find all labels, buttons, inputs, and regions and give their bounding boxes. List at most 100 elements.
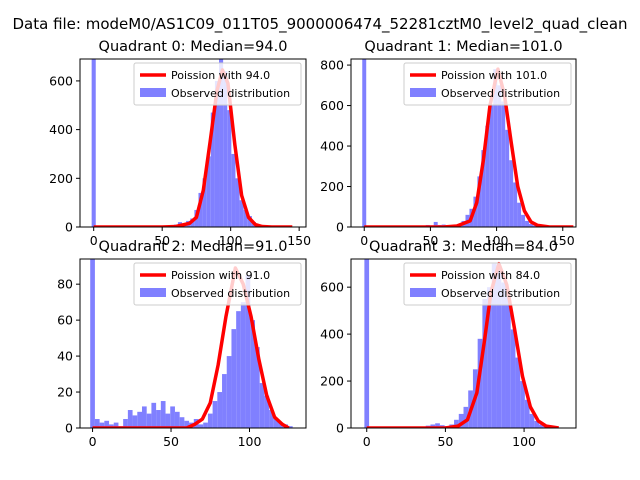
histogram-bar (493, 69, 498, 227)
histogram-bar (198, 424, 204, 428)
histogram-bar (160, 401, 166, 428)
histogram-bar (151, 402, 157, 428)
histogram-bar (520, 381, 525, 428)
quadrant-2-legend: Poission with 91.0 Observed distribution (133, 262, 302, 306)
quadrant-2-frame (79, 258, 307, 429)
legend-hist-label: Observed distribution (441, 287, 560, 300)
y-tick-label: 400 (320, 139, 344, 154)
legend-box (133, 262, 302, 306)
quadrant-0-legend: Poission with 94.0 Observed distribution (133, 62, 302, 106)
histogram-bar (539, 424, 544, 428)
histogram-bar (214, 80, 220, 227)
y-tick-label: 0 (336, 220, 344, 235)
histogram-bar (497, 85, 502, 227)
legend-box (403, 262, 572, 306)
quadrant-0-histogram (91, 59, 273, 227)
histogram-bar (505, 296, 511, 428)
histogram-bar (170, 406, 175, 428)
histogram-bar (109, 424, 114, 428)
quadrant-2-title: Quadrant 2: Median=91.0 (99, 239, 288, 255)
histogram-bar (430, 424, 436, 428)
histogram-bar (534, 420, 540, 428)
legend-hist-swatch (410, 88, 436, 97)
histogram-bar (226, 356, 232, 428)
histogram-bar (463, 406, 469, 428)
histogram-bar (137, 411, 142, 428)
y-tick-label: 400 (49, 122, 73, 137)
x-tick-label: 0 (360, 233, 368, 248)
x-tick-label: 100 (219, 233, 243, 248)
histogram-bar (505, 129, 510, 227)
y-tick-label: 600 (320, 98, 344, 113)
histogram-bar (250, 320, 255, 428)
histogram-bar (231, 329, 237, 428)
histogram-bar (509, 160, 514, 227)
quadrant-2-plot: Quadrant 2: Median=91.0 0 50 100 0 20 40 60 80 Po… (57, 239, 307, 449)
histogram-bar (165, 413, 171, 428)
legend-hist-label: Observed distribution (441, 87, 560, 100)
x-tick-label: 50 (422, 233, 438, 248)
y-tick-label: 600 (320, 280, 344, 295)
legend-fit-label: Poission with 101.0 (441, 69, 547, 82)
x-tick-label: 50 (163, 434, 179, 449)
histogram-bar (207, 413, 213, 428)
x-tick-label: 100 (512, 434, 536, 449)
histogram-bar (184, 420, 190, 428)
histogram-bar (521, 214, 526, 227)
histogram-bar (94, 419, 100, 428)
histogram-bar (532, 225, 537, 227)
histogram-bar (501, 101, 506, 227)
histogram-bar (287, 426, 293, 428)
x-tick-label: 50 (154, 233, 170, 248)
histogram-bar (529, 413, 535, 428)
quadrant-3-plot: Quadrant 3: Median=84.0 0 50 100 0 200 400 600 P… (320, 239, 577, 449)
histogram-bar (477, 176, 482, 227)
histogram-bar (524, 399, 530, 428)
histogram-bar (99, 422, 105, 428)
quadrant-3-title: Quadrant 3: Median=84.0 (369, 239, 558, 255)
figure-suptitle: Data file: modeM0/AS1C09_011T05_90000064… (12, 15, 627, 34)
quadrant-1-plot: Quadrant 1: Median=101.0 0 50 100 150 0 200 400… (320, 39, 577, 248)
histogram-bar (243, 209, 248, 227)
legend-hist-label: Observed distribution (171, 87, 290, 100)
legend-hist-swatch (140, 288, 166, 297)
histogram-bar (364, 259, 370, 428)
histogram-bar (264, 395, 270, 428)
x-tick-label: 0 (90, 233, 98, 248)
x-tick-label: 150 (287, 233, 311, 248)
histogram-bar (146, 413, 152, 428)
quadrant-0-plot: Quadrant 0: Median=94.0 0 50 100 150 0 200 400 6… (49, 39, 311, 248)
legend-fit-label: Poission with 94.0 (171, 69, 270, 82)
histogram-bar (240, 302, 246, 428)
histogram-bar (132, 415, 138, 428)
histogram-bar (496, 268, 502, 428)
quadrant-1-legend: Poission with 101.0 Observed distribution (403, 62, 572, 106)
histogram-bar (206, 156, 211, 227)
histogram-bar (235, 178, 240, 227)
y-tick-label: 40 (57, 349, 73, 364)
histogram-bar (435, 423, 440, 428)
y-tick-label: 0 (336, 421, 344, 436)
quadrant-1-title: Quadrant 1: Median=101.0 (364, 39, 562, 55)
y-tick-label: 600 (49, 73, 73, 88)
quadrant-3-legend: Poission with 84.0 Observed distribution (403, 262, 572, 306)
histogram-bar (491, 263, 497, 428)
histogram-bar (487, 287, 492, 428)
y-tick-label: 80 (57, 277, 73, 292)
histogram-bar (513, 182, 518, 227)
histogram-bar (198, 192, 203, 227)
histogram-bar (362, 59, 367, 227)
histogram-bar (433, 221, 438, 227)
histogram-bar (212, 401, 218, 428)
legend-box (133, 62, 302, 106)
histogram-bar (477, 338, 483, 428)
histogram-bar (91, 59, 96, 227)
histogram-bar (481, 150, 486, 227)
histogram-bar (227, 110, 232, 227)
x-tick-label: 100 (238, 434, 262, 449)
histogram-bar (123, 419, 128, 428)
histogram-bar (202, 178, 207, 227)
histogram-bar (501, 282, 506, 428)
y-tick-label: 60 (57, 313, 73, 328)
histogram-bar (222, 374, 227, 428)
